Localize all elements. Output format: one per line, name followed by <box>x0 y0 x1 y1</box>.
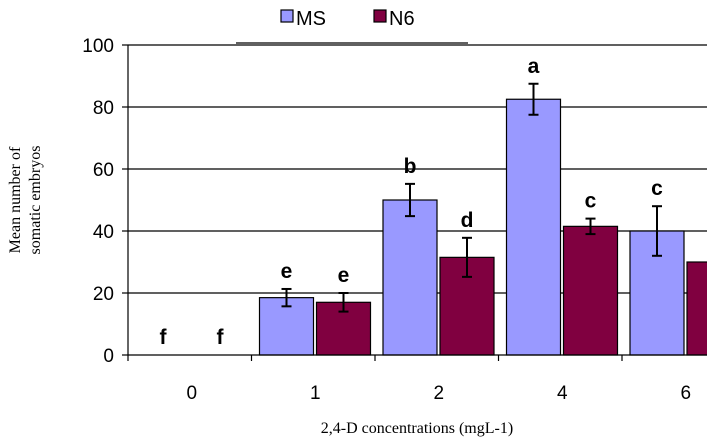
significance-letter: c <box>585 190 597 213</box>
legend: MS N6 <box>236 2 468 44</box>
significance-letter: f <box>160 326 168 349</box>
axes: 0 20 40 60 80 100 0 1 2 4 6 <box>82 36 707 404</box>
significance-letter: e <box>281 260 293 283</box>
bar-n6 <box>686 261 707 356</box>
significance-letter: f <box>217 326 225 349</box>
x-tick-label: 2 <box>433 383 444 404</box>
legend-background <box>236 2 468 42</box>
significance-labels: febacfedcg <box>160 55 664 349</box>
legend-label-n6: N6 <box>389 8 415 30</box>
legend-swatch-ms <box>280 9 294 23</box>
significance-letter: c <box>651 177 663 200</box>
significance-letter: b <box>404 155 417 178</box>
y-tick-label: 60 <box>93 160 114 181</box>
y-tick-label: 100 <box>82 36 114 57</box>
y-tick-label: 80 <box>93 98 114 119</box>
bar-ms <box>505 98 562 356</box>
significance-letter: d <box>461 209 474 232</box>
bar-n6 <box>562 225 619 356</box>
significance-letter: e <box>338 264 350 287</box>
y-tick-label: 20 <box>93 284 114 305</box>
bars <box>258 98 707 356</box>
axis-titles: 2,4-D concentrations (mgL-1) Mean number … <box>7 146 513 437</box>
x-axis-title: 2,4-D concentrations (mgL-1) <box>321 420 513 437</box>
significance-letter: a <box>528 55 540 78</box>
legend-swatch-n6 <box>373 9 387 23</box>
y-tick-label: 40 <box>93 222 114 243</box>
legend-label-ms: MS <box>296 8 326 30</box>
bar-ms <box>382 199 438 356</box>
x-tick-label: 4 <box>557 383 568 404</box>
x-tick-label: 1 <box>310 383 321 404</box>
x-tick-label: 6 <box>680 383 691 404</box>
y-axis-title: somatic embryos <box>27 146 44 255</box>
y-axis-title: Mean number of <box>7 146 24 253</box>
x-tick-label: 0 <box>186 383 197 404</box>
error-bars <box>281 82 662 313</box>
y-tick-label: 0 <box>103 346 114 367</box>
